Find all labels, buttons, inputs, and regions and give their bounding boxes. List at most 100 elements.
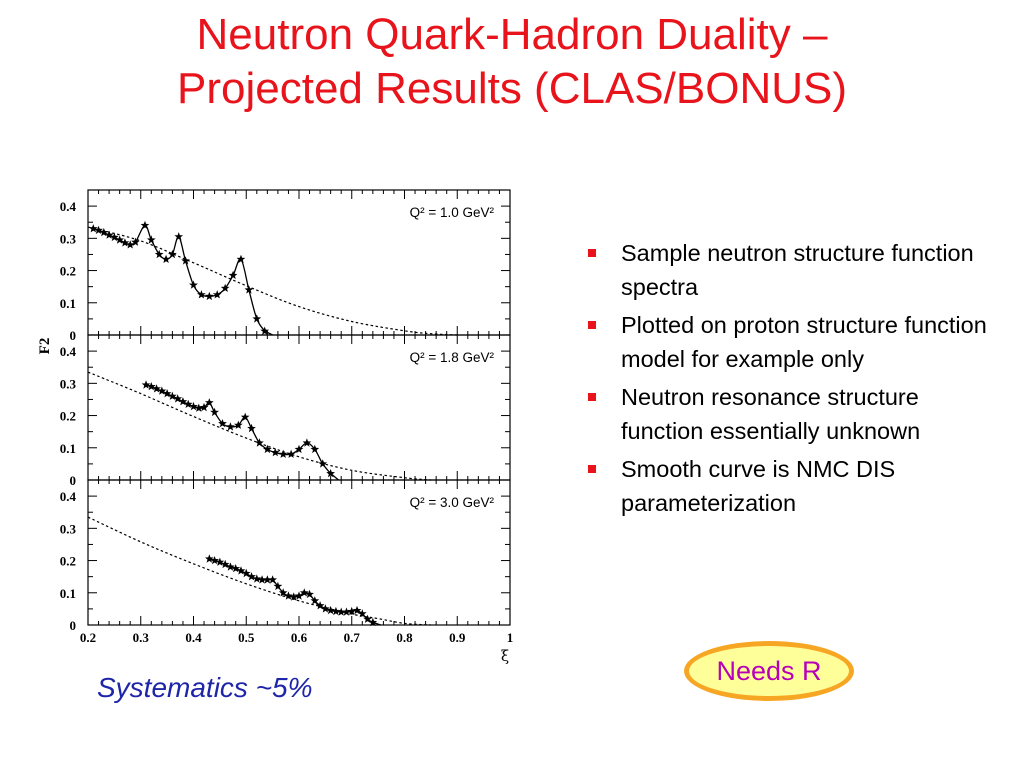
- y-tick-label: 0: [70, 328, 77, 343]
- data-point-star: [189, 280, 198, 289]
- y-tick-label: 0.1: [60, 441, 76, 456]
- data-point-star: [220, 559, 230, 569]
- x-tick-label: 0.9: [449, 630, 466, 645]
- data-point-star: [183, 399, 193, 408]
- data-point-star: [273, 581, 283, 591]
- data-point-star: [357, 609, 367, 618]
- bullet-item: Sample neutron structure function spectr…: [585, 236, 1005, 304]
- data-point-star: [289, 592, 299, 601]
- data-point-star: [189, 401, 198, 411]
- data-point-star: [140, 220, 150, 230]
- data-point-star: [154, 249, 164, 259]
- panel-q2-label: Q² = 3.0 GeV²: [410, 495, 495, 510]
- data-point-star: [326, 469, 335, 478]
- y-tick-label: 0.1: [60, 296, 76, 311]
- x-tick-label: 0.3: [133, 630, 150, 645]
- needs-r-badge: Needs R: [684, 641, 854, 701]
- data-point-star: [336, 607, 346, 616]
- data-point-star: [152, 384, 161, 393]
- data-point-star: [194, 403, 204, 412]
- data-point-star: [220, 283, 230, 292]
- data-point-star: [162, 389, 172, 398]
- nmc-dis-curve: [87, 516, 431, 626]
- y-tick-label: 0.1: [60, 586, 76, 601]
- data-point-star: [157, 386, 167, 395]
- data-point-star: [310, 444, 320, 454]
- data-point-star: [255, 438, 264, 447]
- data-point-star: [226, 562, 235, 571]
- data-point-star: [181, 256, 190, 265]
- data-point-star: [310, 596, 320, 605]
- data-point-star: [168, 249, 177, 259]
- x-tick-label: 0.6: [291, 630, 308, 645]
- title-line-1: Neutron Quark-Hadron Duality –: [196, 10, 828, 59]
- data-point-star: [197, 290, 206, 299]
- x-tick-label: 0.5: [238, 630, 255, 645]
- data-point-star: [257, 575, 267, 584]
- data-point-star: [278, 588, 288, 597]
- systematics-note: Systematics ~5%: [97, 672, 313, 703]
- data-point-star: [270, 448, 280, 457]
- data-point-star: [104, 230, 114, 239]
- y-tick-label: 0.3: [60, 376, 77, 391]
- data-point-star: [305, 589, 314, 599]
- data-point-star: [294, 591, 304, 600]
- data-point-star: [244, 285, 254, 294]
- data-point-star: [141, 380, 151, 389]
- data-point-star: [210, 556, 219, 565]
- slide-title: Neutron Quark-Hadron Duality – Projected…: [0, 8, 1024, 116]
- data-point-star: [247, 572, 256, 581]
- square-bullet-icon: [588, 465, 596, 473]
- data-point-star: [315, 601, 325, 610]
- bullet-text: Smooth curve is NMC DIS parameterization: [621, 456, 896, 516]
- data-point-star: [236, 254, 246, 263]
- y-tick-label: 0: [70, 473, 77, 488]
- data-point-star: [226, 422, 235, 431]
- data-point-star: [347, 606, 357, 616]
- panel-q2-label: Q² = 1.8 GeV²: [410, 350, 495, 365]
- bullet-item: Neutron resonance structure function ess…: [585, 380, 1005, 448]
- y-tick-label: 0.3: [60, 521, 77, 536]
- data-point-star: [247, 423, 256, 433]
- data-point-star: [236, 566, 246, 575]
- bullet-item: Smooth curve is NMC DIS parameterization: [585, 452, 1005, 520]
- x-tick-label: 0.2: [80, 630, 96, 645]
- data-point-star: [205, 291, 214, 301]
- data-point-star: [146, 235, 156, 244]
- data-point-star: [318, 459, 328, 468]
- data-point-star: [286, 449, 296, 458]
- y-tick-label: 0.4: [60, 199, 77, 214]
- data-point-star: [252, 574, 262, 583]
- data-point-star: [278, 449, 288, 458]
- y-tick-label: 0.2: [60, 264, 76, 279]
- y-tick-label: 0.2: [60, 409, 76, 424]
- x-tick-label: 0.7: [344, 630, 361, 645]
- data-point-star: [178, 397, 188, 406]
- data-point-star: [260, 326, 270, 335]
- data-point-star: [174, 232, 184, 241]
- data-point-star: [263, 444, 272, 454]
- data-point-star: [99, 227, 109, 237]
- x-tick-label: 1: [507, 630, 514, 645]
- bullet-text: Sample neutron structure function spectr…: [621, 240, 974, 300]
- data-point-star: [161, 254, 171, 263]
- data-point-star: [210, 407, 219, 417]
- data-point-star: [218, 419, 227, 428]
- data-point-star: [252, 314, 262, 323]
- data-point-star: [234, 420, 243, 429]
- y-tick-label: 0.2: [60, 554, 76, 569]
- y-axis-label: F2: [37, 338, 53, 355]
- y-tick-label: 0.3: [60, 231, 77, 246]
- data-point-star: [110, 232, 119, 242]
- x-tick-label: 0.4: [185, 630, 202, 645]
- data-point-star: [199, 402, 209, 412]
- bullet-text: Plotted on proton structure function mod…: [621, 312, 987, 372]
- data-point-star: [88, 224, 98, 233]
- data-point-star: [205, 398, 214, 407]
- data-point-star: [294, 444, 304, 454]
- data-point-star: [173, 394, 182, 403]
- bullet-text: Neutron resonance structure function ess…: [621, 384, 921, 444]
- data-point-star: [241, 568, 251, 578]
- y-tick-label: 0.4: [60, 489, 77, 504]
- data-point-star: [215, 557, 225, 566]
